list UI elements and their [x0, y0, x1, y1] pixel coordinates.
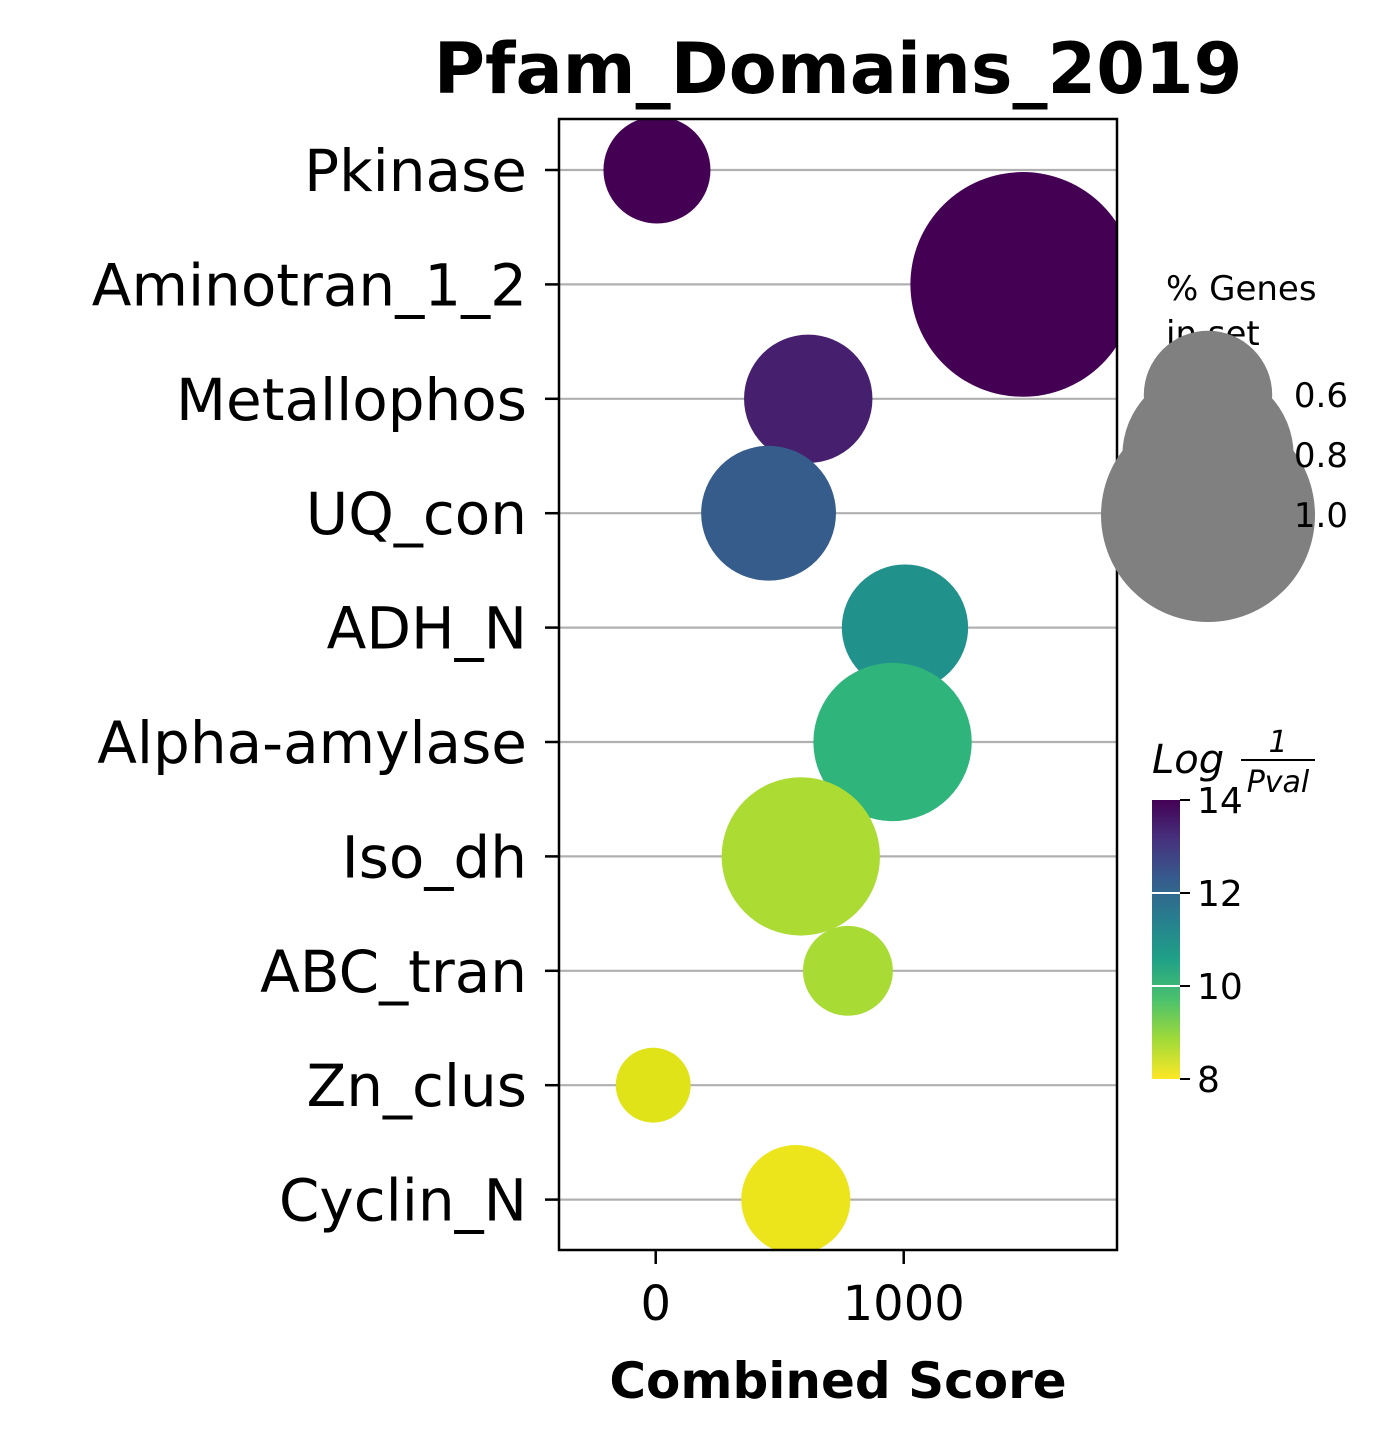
size-legend-title-line1: % Genes: [1166, 269, 1317, 309]
y-tick-label: Cyclin_N: [279, 1167, 527, 1235]
size-legend-marker: [1101, 408, 1315, 622]
size-legend-label: 1.0: [1294, 496, 1348, 536]
y-tick-label: ABC_tran: [260, 938, 527, 1006]
size-legend: % Genes in set 0.60.81.0: [1101, 269, 1348, 622]
bubble-point: [841, 564, 969, 691]
size-legend-label: 0.8: [1294, 436, 1348, 476]
x-axis-label: Combined Score: [609, 1352, 1066, 1410]
bubble-point: [910, 172, 1117, 397]
colorbar-tick-label: 14: [1197, 781, 1243, 822]
chart-title: Pfam_Domains_2019: [434, 28, 1243, 110]
colorbar: Log 1 Pval 8 10 12 14: [1152, 725, 1315, 1101]
bubble-point: [615, 1047, 691, 1123]
y-tick-label: UQ_con: [306, 480, 527, 548]
colorbar-tick-label: 12: [1197, 874, 1243, 915]
y-axis: Pkinase Aminotran_1_2 Metallophos UQ_con ADH…: [92, 137, 559, 1235]
plot-frame: [557, 117, 1119, 1252]
size-legend-label: 0.6: [1294, 376, 1348, 416]
bubble-point: [701, 445, 836, 581]
y-tick-label: ADH_N: [327, 595, 527, 663]
y-tick-label: Metallophos: [176, 366, 527, 434]
colorbar-gradient: [1152, 800, 1180, 1079]
x-tick-label: 0: [640, 1276, 671, 1332]
y-tick-label: Pkinase: [304, 137, 527, 205]
bubble-point: [721, 777, 880, 936]
bubble-point: [802, 925, 893, 1016]
colorbar-title-log: Log: [1152, 737, 1224, 783]
bubble-point: [603, 119, 711, 224]
colorbar-title-numerator: 1: [1268, 725, 1287, 760]
colorbar-tick-label: 8: [1197, 1060, 1220, 1101]
x-tick-label: 1000: [843, 1276, 965, 1332]
y-tick-label: Iso_dh: [342, 823, 527, 891]
colorbar-tick-label: 10: [1197, 967, 1243, 1008]
bubble-point: [741, 1145, 851, 1250]
x-axis: 0 1000: [640, 1250, 965, 1332]
bubble-point: [744, 334, 873, 463]
bubbles: [603, 119, 1117, 1250]
bubble-point: [813, 662, 972, 822]
y-tick-label: Zn_clus: [307, 1052, 527, 1120]
colorbar-title-denominator: Pval: [1247, 765, 1310, 800]
y-tick-label: Aminotran_1_2: [92, 251, 527, 319]
y-tick-label: Alpha-amylase: [97, 709, 527, 777]
